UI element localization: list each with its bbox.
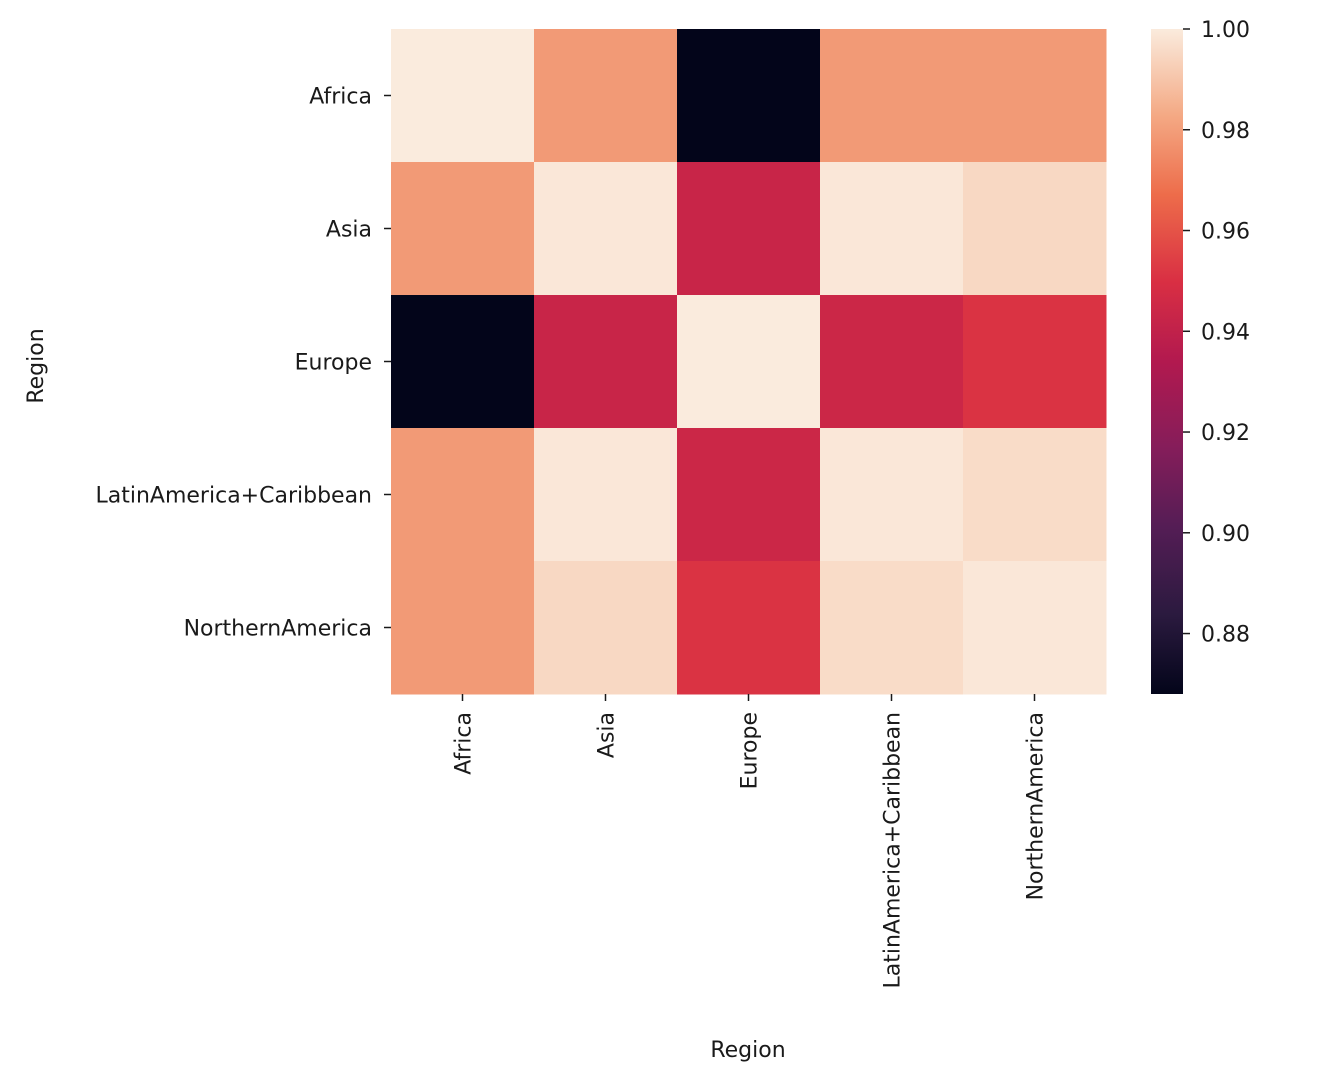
y-tick-label: Africa <box>309 85 372 110</box>
colorbar-gradient <box>1151 29 1183 694</box>
y-tick-label: LatinAmerica+Caribbean <box>96 484 373 509</box>
heatmap-cell <box>677 295 821 429</box>
y-tick-label: NorthernAmerica <box>184 617 372 642</box>
heatmap-cell <box>391 428 535 562</box>
heatmap-cell <box>534 428 678 562</box>
heatmap-cell <box>820 295 964 429</box>
y-tick-label: Asia <box>326 218 372 243</box>
colorbar-tick-label: 1.00 <box>1201 18 1250 43</box>
heatmap-cell <box>677 162 821 296</box>
heatmap-cell <box>391 561 535 695</box>
colorbar-ticks: 0.88 0.90 0.92 0.94 0.96 0.98 1.00 <box>1183 18 1250 648</box>
x-tick-label: Asia <box>595 712 620 758</box>
y-tick-label: Europe <box>295 351 372 376</box>
colorbar-tick-label: 0.96 <box>1201 220 1250 245</box>
x-tick-label: NorthernAmerica <box>1024 712 1049 900</box>
x-tick-label: Africa <box>452 712 477 775</box>
x-axis-label: Region <box>710 1038 785 1063</box>
heatmap-cell <box>391 295 535 429</box>
heatmap-cell <box>534 162 678 296</box>
heatmap-cell <box>391 29 535 163</box>
heatmap-cell <box>534 561 678 695</box>
x-tick-label: LatinAmerica+Caribbean <box>881 712 906 989</box>
x-axis-ticks: Africa Asia Europe LatinAmerica+Caribbean No… <box>452 694 1049 989</box>
heatmap-cell <box>963 428 1107 562</box>
heatmap-cell <box>677 428 821 562</box>
colorbar-tick-label: 0.88 <box>1201 623 1250 648</box>
heatmap-cell <box>534 295 678 429</box>
heatmap-cell <box>820 162 964 296</box>
heatmap-cell <box>963 561 1107 695</box>
colorbar: 0.88 0.90 0.92 0.94 0.96 0.98 1.00 <box>1151 18 1250 694</box>
x-tick-label: Europe <box>738 712 763 789</box>
heatmap-cell <box>677 29 821 163</box>
y-axis-label: Region <box>24 328 49 403</box>
heatmap-cell <box>534 29 678 163</box>
heatmap-cells <box>391 29 1107 695</box>
colorbar-tick-label: 0.90 <box>1201 522 1250 547</box>
colorbar-tick-label: 0.92 <box>1201 421 1250 446</box>
colorbar-tick-label: 0.98 <box>1201 119 1250 144</box>
y-axis-ticks: Africa Asia Europe LatinAmerica+Caribbean No… <box>96 85 391 642</box>
colorbar-tick-label: 0.94 <box>1201 320 1250 345</box>
heatmap-cell <box>963 295 1107 429</box>
heatmap-cell <box>963 162 1107 296</box>
heatmap-cell <box>677 561 821 695</box>
heatmap-cell <box>391 162 535 296</box>
heatmap-cell <box>820 428 964 562</box>
heatmap-cell <box>820 29 964 163</box>
heatmap-cell <box>963 29 1107 163</box>
heatmap-cell <box>820 561 964 695</box>
